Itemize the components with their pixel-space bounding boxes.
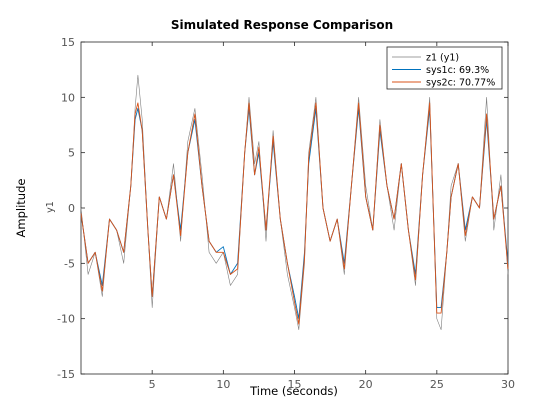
x-tick-label-4: 25	[430, 378, 444, 391]
y-tick-label-6: 15	[61, 36, 75, 49]
axis-ticks: 5 10 15 20 25 30 -15 -10 -5 0 5 10 15	[57, 36, 515, 391]
y-tick-label-2: -5	[64, 257, 75, 270]
x-tick-label-1: 10	[216, 378, 230, 391]
series-line-3	[80, 102, 509, 325]
x-tick-label-5: 30	[501, 378, 515, 391]
legend-label-2: sys1c: 69.3%	[426, 65, 489, 76]
x-tick-label-2: 15	[288, 378, 302, 391]
plot-area[interactable]	[80, 41, 509, 375]
y-tick-label-5: 10	[61, 91, 75, 104]
x-tick-label-3: 20	[359, 378, 373, 391]
y-tick-label-4: 5	[68, 147, 75, 160]
legend[interactable]: z1 (y1)sys1c: 69.3% sys2c: 70.77%	[386, 46, 503, 90]
chart-title: Simulated Response Comparison	[171, 18, 393, 32]
y-tick-label-0: -15	[57, 368, 75, 381]
x-axis-label: Time (seconds)	[249, 384, 338, 398]
legend-label-3: sys2c: 70.77%	[426, 78, 495, 89]
legend-entries: z1 (y1)sys1c: 69.3% sys2c: 70.77%	[392, 53, 495, 89]
x-tick-label-0: 5	[149, 378, 156, 391]
legend-label-1: z1 (y1)	[426, 53, 459, 64]
y-tick-label-3: 0	[68, 202, 75, 215]
y-tick-label-1: -10	[57, 313, 75, 326]
y-axis-label: Amplitude	[14, 179, 28, 238]
series-lines	[80, 74, 509, 331]
output-channel-label: y1	[45, 201, 56, 213]
